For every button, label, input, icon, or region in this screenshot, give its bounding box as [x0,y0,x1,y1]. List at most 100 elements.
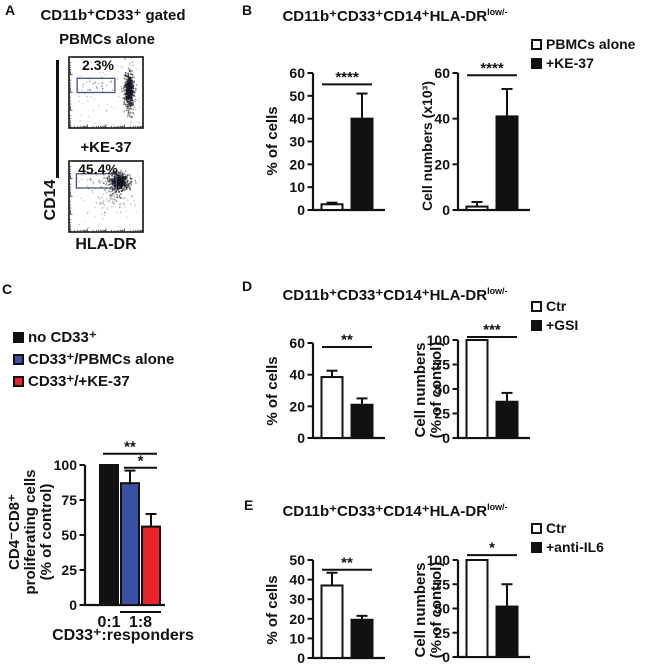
svg-text:20: 20 [289,398,305,414]
svg-text:0: 0 [297,430,305,446]
svg-text:30: 30 [289,591,305,607]
panel-c-letter: C [2,281,13,297]
legend-item: +anti-IL6 [531,539,604,555]
y-axis-label-proliferating-cells: CD4⁻CD8⁺ proliferating cells (% of contr… [6,447,55,617]
svg-text:0: 0 [297,202,305,218]
svg-text:**: ** [341,554,353,571]
panel-d-title-main: CD11b⁺CD33⁺CD14⁺HLA-DR [282,287,488,304]
svg-text:25: 25 [434,406,450,422]
legend-label: CD33⁺/PBMCs alone [28,351,175,368]
legend-item: +KE-37 [531,55,635,71]
panel-d-letter: D [242,278,253,294]
flow-plot-ke37: 45.4% [68,160,144,233]
legend-item: Ctr [531,520,604,536]
panel-b-title-main: CD11b⁺CD33⁺CD14⁺HLA-DR [282,8,488,25]
svg-text:40: 40 [289,367,305,383]
svg-text:*: * [138,452,144,469]
svg-text:50: 50 [289,88,305,104]
legend-label: Ctr [546,520,567,536]
flow-scatter-ke37 [68,160,144,233]
panel-d-title-sup: low/- [487,286,508,296]
svg-text:10: 10 [289,179,305,195]
bar-chart-d-numbers: 0 25 50 75 100 *** [427,322,530,446]
panel-e-title-sup: low/- [487,502,508,512]
panel-a-letter: A [5,2,16,18]
svg-text:100: 100 [427,552,451,568]
legend-swatch-open [531,300,542,312]
svg-text:40: 40 [289,572,305,588]
svg-text:50: 50 [61,527,77,543]
y-axis-label-line: proliferating cells [22,469,39,595]
svg-text:60: 60 [434,65,450,81]
y-axis-bracket [56,60,59,178]
svg-text:30: 30 [289,134,305,150]
panel-d-legend: Ctr +GSI [531,298,578,333]
bar-chart-d-percent: 0 20 40 60 ** [289,331,385,446]
legend-swatch-filled [531,319,542,331]
svg-text:****: **** [480,60,504,77]
svg-text:**: ** [341,331,353,348]
panel-e-legend: Ctr +anti-IL6 [531,520,604,555]
panel-e-title: CD11b⁺CD33⁺CD14⁺HLA-DRlow/- [260,502,530,520]
svg-text:20: 20 [434,156,450,172]
y-axis-label-cd14: CD14 [42,179,59,221]
svg-text:0: 0 [297,650,305,666]
svg-text:20: 20 [289,156,305,172]
y-axis-label-line: (% of control) [38,483,55,581]
svg-text:50: 50 [434,381,450,397]
svg-text:*: * [489,540,495,557]
svg-text:100: 100 [427,332,451,348]
panel-e-letter: E [244,497,254,513]
bar-chart-b-numbers: 0 20 40 60 **** [434,60,530,218]
svg-text:0: 0 [442,649,450,665]
svg-text:25: 25 [61,562,77,578]
gate-percent-ke37: 45.4% [78,161,118,177]
legend-swatch-red [13,375,24,387]
panel-b-title: CD11b⁺CD33⁺CD14⁺HLA-DRlow/- [260,7,530,25]
legend-item: CD33⁺/PBMCs alone [13,350,174,368]
y-axis-label-percent-cells-e: % of cells [264,575,281,645]
legend-label: Ctr [546,298,567,314]
legend-label: no CD33⁺ [28,329,97,346]
legend-swatch-open [531,38,542,50]
bar-chart-e-percent: 0 10 20 30 40 50 ** [289,552,385,666]
condition-label-ke37: +KE-37 [80,139,132,156]
y-axis-label-line: Cell numbers [412,342,429,438]
panel-d-title: CD11b⁺CD33⁺CD14⁺HLA-DRlow/- [260,286,530,304]
panel-a-title: CD11b⁺CD33⁺ gated [40,7,186,24]
svg-text:75: 75 [434,357,450,373]
legend-swatch-black [13,331,24,343]
svg-text:**: ** [124,438,136,455]
svg-text:60: 60 [289,65,305,81]
legend-label: PBMCs alone [546,36,636,52]
panel-b-title-sup: low/- [487,7,508,17]
svg-text:100: 100 [54,457,78,473]
flow-plot-pbmcs: 2.3% [68,56,144,129]
y-axis-label-percent-cells-d: % of cells [264,356,281,426]
svg-text:40: 40 [289,111,305,127]
svg-text:60: 60 [289,335,305,351]
svg-text:75: 75 [61,492,77,508]
panel-b-letter: B [242,2,253,18]
legend-item: CD33⁺/+KE-37 [13,372,174,390]
legend-item: Ctr [531,298,578,314]
svg-text:40: 40 [434,111,450,127]
legend-label: +GSI [546,317,579,333]
legend-item: PBMCs alone [531,36,635,52]
svg-text:****: **** [335,69,359,86]
legend-swatch-filled [531,541,542,553]
legend-item: no CD33⁺ [13,328,174,346]
y-axis-label-percent-cells-b: % of cells [264,106,281,176]
svg-text:10: 10 [289,630,305,646]
panel-b-legend: PBMCs alone +KE-37 [531,36,635,71]
panel-c-legend: no CD33⁺ CD33⁺/PBMCs alone CD33⁺/+KE-37 [13,328,174,390]
flow-scatter-pbmcs [68,56,144,129]
gate-percent-pbmcs: 2.3% [82,57,114,73]
svg-text:***: *** [483,322,501,339]
svg-text:75: 75 [434,576,450,592]
y-axis-label-line: CD4⁻CD8⁺ [6,494,23,570]
legend-swatch-open [531,522,542,534]
svg-text:50: 50 [434,601,450,617]
svg-text:0: 0 [442,202,450,218]
